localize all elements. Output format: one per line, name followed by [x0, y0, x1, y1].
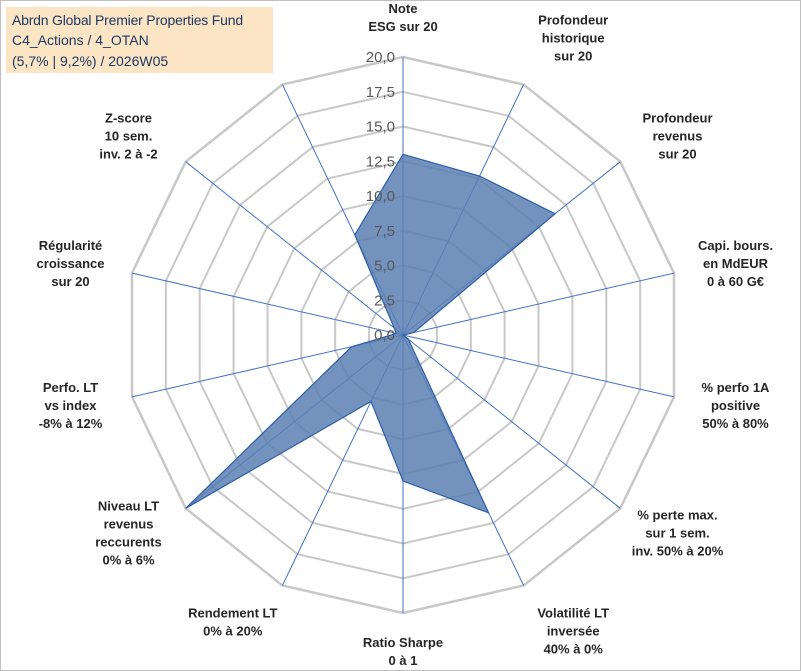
axis-label-line: Volatilité LT [537, 605, 609, 620]
axis-label-line: Niveau LT [98, 498, 159, 513]
axis-label-line: en MdEUR [703, 256, 769, 271]
axis-label: Profondeur revenus sur 20 [642, 111, 712, 162]
axis-label-line: 50% à 80% [702, 416, 769, 431]
axis-label-line: vs index [44, 398, 97, 413]
axis-label: % perfo 1A positive 50% à 80% [702, 380, 771, 431]
axis-label-line: croissance [37, 256, 105, 271]
axis-label-line: sur 20 [51, 274, 89, 289]
tick-label: 12,5 [366, 153, 395, 170]
axis-label-line: 0% à 6% [102, 552, 154, 567]
axis-label-line: reccurents [95, 534, 161, 549]
axis-label: Rendement LT 0% à 20% [188, 605, 277, 638]
chart-title-stats: (5,7% | 9,2%) / 2026W05 [12, 53, 169, 69]
axis-label: % perte max. sur 1 sem. inv. 50% à 20% [632, 507, 724, 558]
axis-label-line: Profondeur [642, 111, 712, 126]
radar-axis-labels: Note ESG sur 20 Profondeur historique sur 20… [37, 1, 774, 668]
chart-title-fund-name: Abrdn Global Premier Properties Fund [12, 12, 243, 28]
axis-label-line: 0 à 60 G€ [707, 274, 764, 289]
axis-label-line: Note [389, 1, 418, 16]
axis-label-line: Rendement LT [188, 605, 277, 620]
axis-label-line: Capi. bours. [698, 238, 773, 253]
axis-label: Profondeur historique sur 20 [538, 13, 608, 64]
tick-label: 2,5 [374, 292, 395, 309]
radar-tick-labels: 0,0 2,5 5,0 7,5 10,0 12,5 15,0 17,5 20,0 [366, 49, 395, 344]
axis-label-line: % perte max. [637, 507, 717, 522]
axis-label: Perfo. LT vs index -8% à 12% [39, 380, 103, 431]
axis-label-line: inv. 50% à 20% [632, 543, 724, 558]
axis-label-line: inversée [547, 623, 600, 638]
axis-label-line: Profondeur [538, 13, 608, 28]
axis-label-line: sur 20 [658, 147, 696, 162]
axis-spoke [402, 272, 675, 336]
axis-label-line: sur 1 sem. [645, 525, 709, 540]
axis-label-line: Régularité [39, 238, 103, 253]
tick-label: 20,0 [366, 49, 395, 66]
axis-label-line: positive [711, 398, 760, 413]
series-area [185, 153, 557, 514]
axis-label-line: 0% à 20% [203, 623, 263, 638]
axis-spoke [402, 334, 621, 509]
axis-label-line: ESG sur 20 [368, 19, 437, 34]
axis-label-line: sur 20 [554, 49, 592, 64]
chart-title-category: C4_Actions / 4_OTAN [12, 32, 149, 48]
axis-label-line: % perfo 1A [702, 380, 771, 395]
axis-label-line: revenus [653, 129, 703, 144]
tick-label: 7,5 [374, 223, 395, 240]
axis-label: Volatilité LT inversée 40% à 0% [537, 605, 609, 656]
radar-series [185, 153, 557, 514]
axis-spoke [185, 161, 404, 336]
tick-label: 15,0 [366, 119, 395, 136]
axis-label-line: inv. 2 à -2 [99, 147, 157, 162]
tick-label: 10,0 [366, 188, 395, 205]
axis-label-line: Perfo. LT [43, 380, 98, 395]
axis-label: Régularité croissance sur 20 [37, 238, 105, 289]
axis-label: Note ESG sur 20 [368, 1, 437, 34]
tick-label: 0,0 [374, 327, 395, 344]
axis-spoke [402, 334, 675, 398]
axis-spoke [131, 272, 404, 336]
axis-label-line: historique [542, 31, 605, 46]
tick-label: 5,0 [374, 258, 395, 275]
axis-label-line: 0 à 1 [389, 653, 418, 668]
axis-label: Capi. bours. en MdEUR 0 à 60 G€ [698, 238, 773, 289]
axis-label-line: 10 sem. [105, 129, 153, 144]
axis-label-line: revenus [104, 516, 154, 531]
axis-label-line: Z-score [105, 111, 152, 126]
axis-label-line: Ratio Sharpe [363, 635, 443, 650]
chart-title-box: Abrdn Global Premier Properties Fund C4_… [6, 7, 273, 73]
axis-label: Z-score 10 sem. inv. 2 à -2 [99, 111, 157, 162]
axis-label-line: -8% à 12% [39, 416, 103, 431]
axis-label-line: 40% à 0% [544, 641, 604, 656]
axis-label: Niveau LT revenus reccurents 0% à 6% [95, 498, 161, 567]
axis-label: Ratio Sharpe 0 à 1 [363, 635, 443, 668]
tick-label: 17,5 [366, 84, 395, 101]
